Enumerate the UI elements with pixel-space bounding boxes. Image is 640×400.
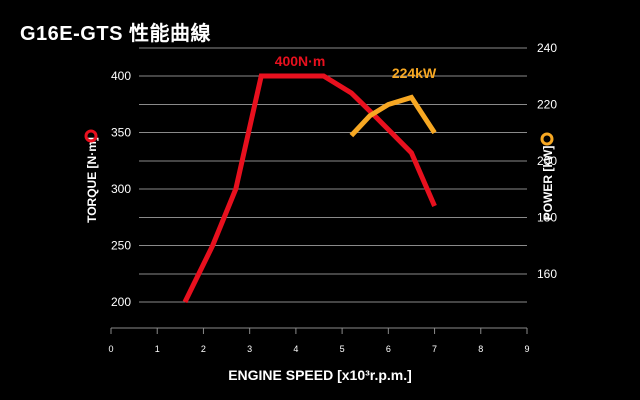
x-tick-label: 5: [340, 344, 345, 354]
x-tick-label: 0: [108, 344, 113, 354]
y-right-tick-label: 200: [537, 154, 557, 168]
y-left-axis-label: TORQUE [N·m]: [85, 137, 99, 223]
y-left-tick-label: 350: [111, 126, 131, 140]
y-left-tick-label: 300: [111, 182, 131, 196]
y-left-tick-label: 250: [111, 239, 131, 253]
page-title: G16E-GTS 性能曲線: [20, 23, 211, 45]
power-legend-icon: [540, 132, 554, 146]
x-tick-label: 4: [293, 344, 298, 354]
x-tick-label: 6: [386, 344, 391, 354]
y-right-tick-label: 160: [537, 267, 557, 281]
x-tick-label: 2: [201, 344, 206, 354]
y-right-tick-label: 240: [537, 41, 557, 55]
torque-legend-icon: [84, 129, 98, 143]
y-right-tick-label: 220: [537, 98, 557, 112]
y-left-tick-label: 400: [111, 69, 131, 83]
y-left-tick-label: 200: [111, 295, 131, 309]
x-tick-label: 7: [432, 344, 437, 354]
y-right-tick-label: 180: [537, 211, 557, 225]
x-tick-label: 1: [155, 344, 160, 354]
x-axis-label: ENGINE SPEED [x10³r.p.m.]: [228, 367, 412, 383]
x-tick-label: 9: [524, 344, 529, 354]
y-right-axis-label: POWER [kW]: [541, 146, 555, 221]
x-tick-label: 3: [247, 344, 252, 354]
x-tick-label: 8: [478, 344, 483, 354]
power-peak-label: 224kW: [392, 65, 437, 81]
torque-peak-label: 400N·m: [275, 53, 326, 69]
